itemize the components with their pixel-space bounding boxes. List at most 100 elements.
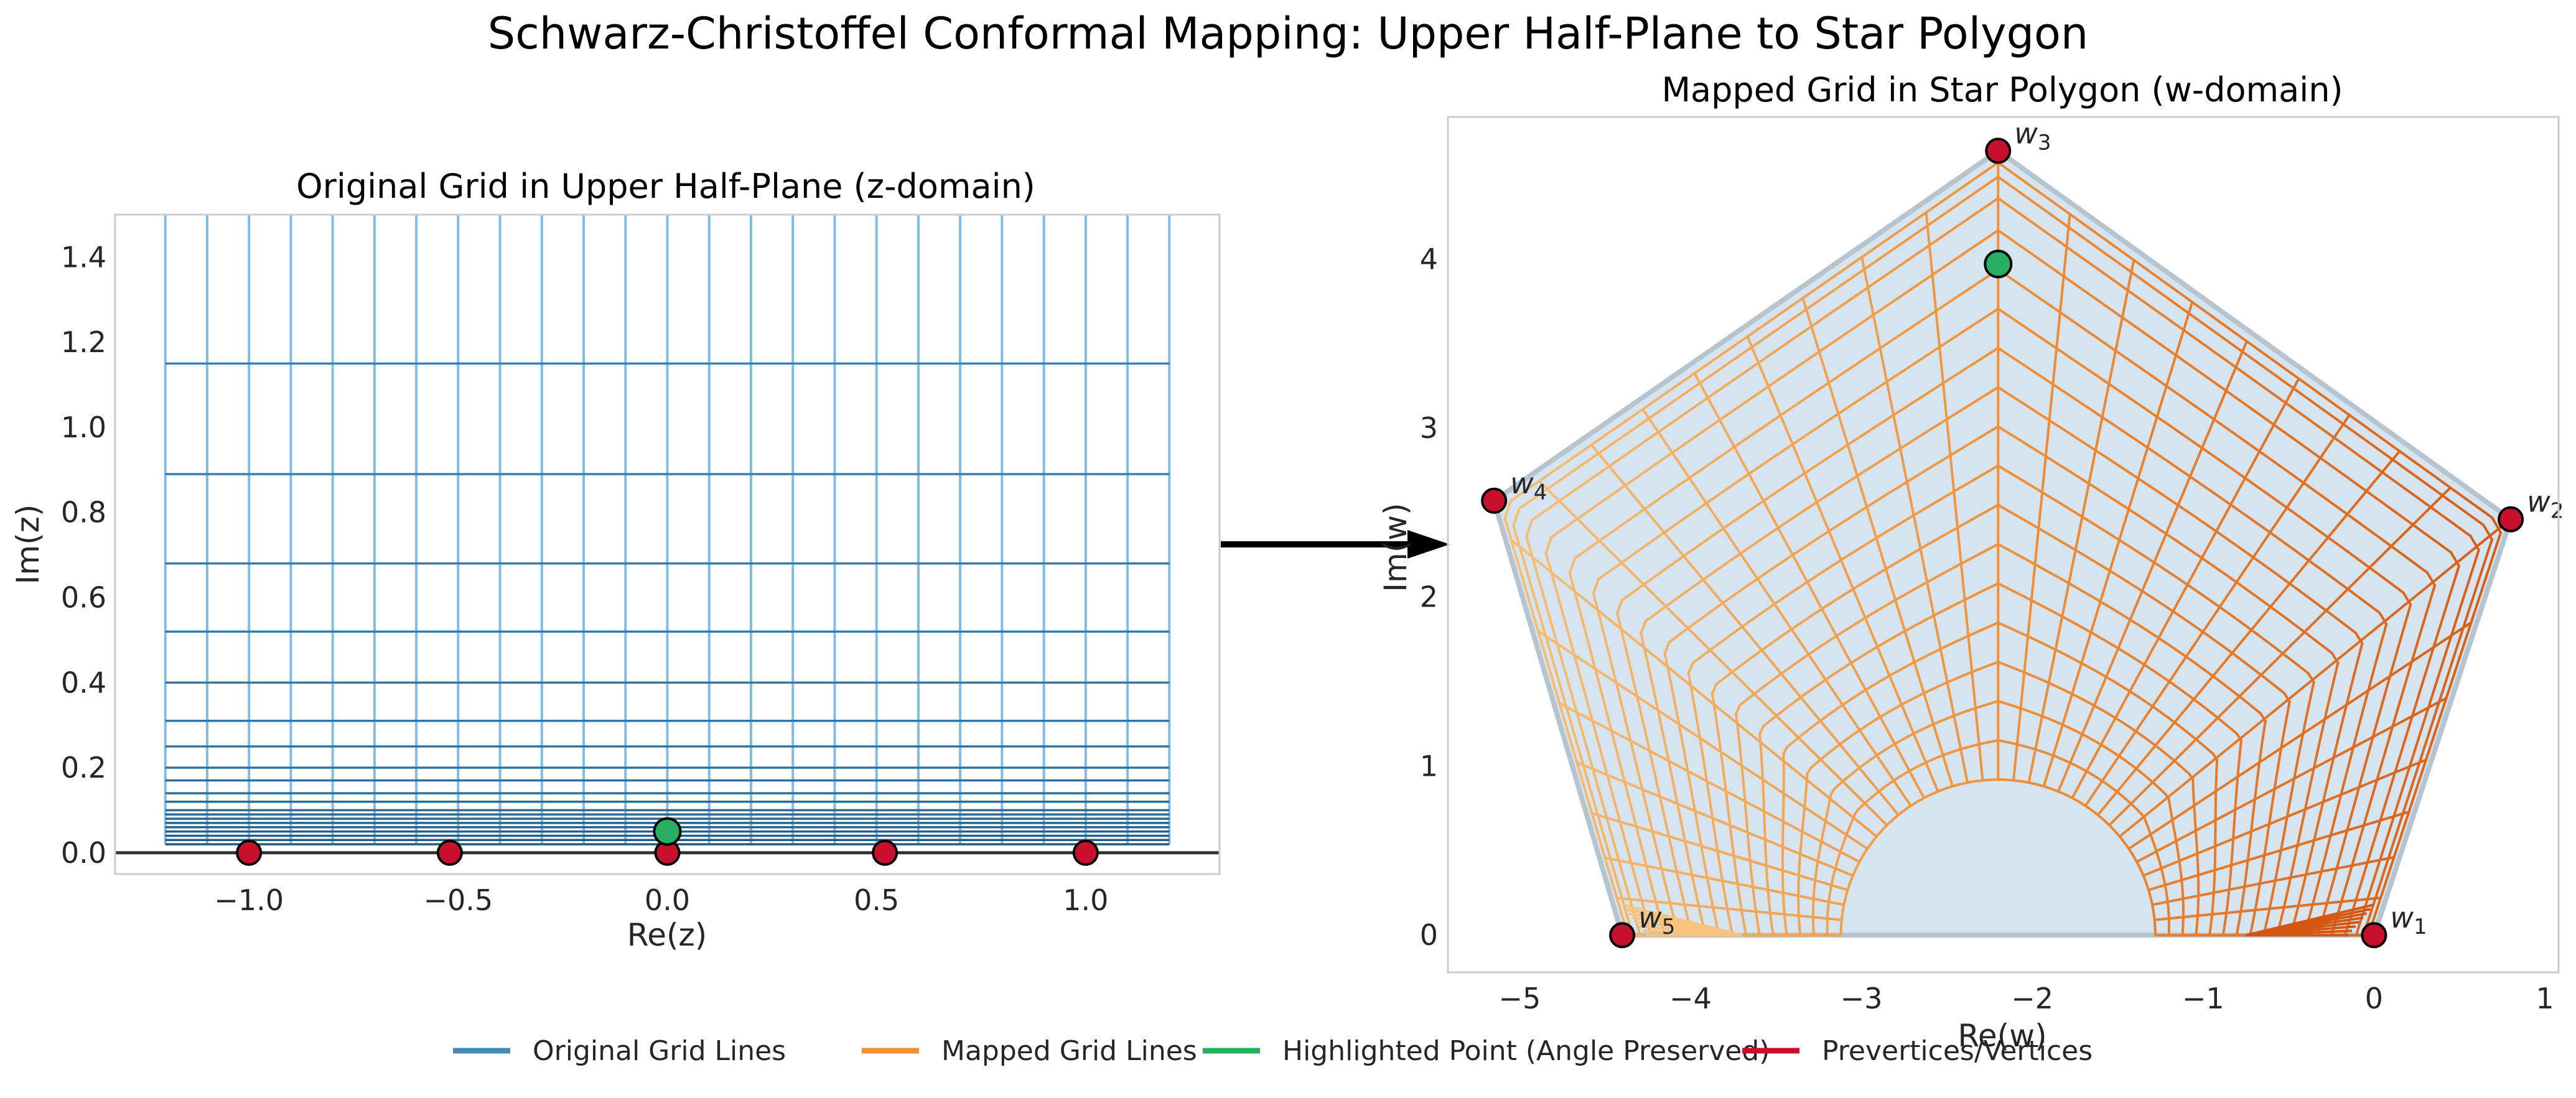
w-grid-radial-segment: [1934, 305, 1939, 328]
w-grid-arc-segment: [1981, 347, 2000, 360]
w-grid-radial-segment: [1678, 765, 1691, 773]
w-grid-arc-segment: [2097, 562, 2109, 571]
w-grid-arc-segment: [2368, 791, 2375, 806]
w-grid-arc-segment: [1796, 656, 1806, 664]
w-grid-arc-segment: [2111, 460, 2126, 471]
w-grid-radial-segment: [2344, 696, 2359, 707]
z-y-tick-label: 0.4: [61, 666, 106, 699]
w-grid-radial-segment: [1907, 768, 1918, 785]
w-grid-arc-segment: [1778, 630, 1789, 639]
w-grid-radial-segment: [2334, 900, 2345, 904]
w-grid-arc-segment: [2331, 502, 2346, 514]
w-grid-radial-segment: [1765, 381, 1775, 399]
w-grid-radial-segment: [2310, 762, 2324, 771]
w-grid-radial-segment: [1638, 744, 1651, 752]
w-grid-radial-segment: [1784, 426, 1793, 444]
w-grid-arc-segment: [2241, 350, 2258, 363]
w-grid-radial-segment: [1612, 776, 1625, 783]
w-grid-radial-segment: [2038, 712, 2045, 732]
w-grid-arc-segment: [2291, 510, 2305, 521]
w-grid-radial-segment: [1806, 313, 1814, 332]
w-grid-radial-segment: [2176, 333, 2184, 352]
w-grid-radial-segment: [1650, 421, 1663, 437]
w-grid-radial-segment: [1765, 746, 1781, 759]
w-grid-arc-segment: [1651, 686, 1658, 704]
w-grid-radial-segment: [1701, 386, 1711, 403]
w-grid-arc-segment: [1627, 421, 1644, 434]
w-grid-radial-segment: [2151, 901, 2162, 906]
w-grid-arc-segment: [2086, 260, 2106, 275]
w-grid-arc-segment: [1715, 720, 1720, 736]
w-grid-arc-segment: [2252, 706, 2262, 715]
w-grid-arc-segment: [1791, 435, 1806, 446]
w-grid-arc-segment: [1777, 593, 1789, 603]
w-grid-arc-segment: [2119, 428, 2134, 439]
w-grid-arc-segment: [1756, 458, 1771, 470]
w-grid-arc-segment: [1997, 161, 2020, 179]
w-grid-arc-segment: [1704, 355, 1720, 368]
w-grid-radial-segment: [2321, 797, 2333, 804]
w-grid-arc-segment: [2325, 695, 2331, 714]
w-grid-arc-segment: [1613, 740, 1620, 757]
w-grid-arc-segment: [1584, 472, 1601, 484]
w-grid-radial-segment: [2098, 416, 2104, 436]
w-grid-arc-segment: [1670, 480, 1685, 492]
w-grid-arc-segment: [2149, 305, 2167, 319]
w-grid-arc-segment: [2273, 646, 2284, 655]
w-grid-arc-segment: [1646, 869, 1652, 882]
w-grid-arc-segment: [1715, 412, 1731, 424]
w-grid-arc-segment: [2040, 604, 2051, 612]
w-grid-arc-segment: [1770, 486, 1784, 497]
vertex-label: w5: [1638, 901, 1675, 939]
w-grid-radial-segment: [2063, 760, 2073, 778]
w-grid-radial-segment: [1811, 811, 1825, 821]
w-grid-radial-segment: [2246, 721, 2262, 734]
w-grid-arc-segment: [1744, 806, 1748, 818]
w-grid-arc-segment: [2284, 542, 2297, 552]
w-grid-arc-segment: [1775, 304, 1793, 318]
w-grid-radial-segment: [2116, 526, 2124, 546]
w-grid-arc-segment: [2178, 687, 2187, 695]
w-grid-radial-segment: [2216, 596, 2228, 612]
w-grid-arc-segment: [2244, 661, 2255, 671]
w-grid-arc-segment: [1661, 730, 1667, 747]
w-grid-radial-segment: [2182, 475, 2191, 493]
w-grid-radial-segment: [1613, 681, 1628, 691]
w-grid-arc-segment: [2149, 595, 2160, 603]
w-grid-radial-segment: [2272, 878, 2283, 883]
w-grid-radial-segment: [1718, 786, 1731, 794]
w-grid-radial-segment: [1900, 791, 1912, 807]
w-grid-radial-segment: [1938, 641, 1944, 661]
w-grid-radial-segment: [2222, 503, 2233, 520]
w-grid-arc-segment: [1575, 595, 1584, 621]
w-grid-arc-segment: [1747, 839, 1750, 849]
w-grid-arc-segment: [2351, 798, 2357, 812]
w-grid-arc-segment: [2360, 697, 2368, 716]
w-grid-arc-segment: [2476, 506, 2494, 519]
w-grid-arc-segment: [1684, 584, 1697, 593]
w-grid-radial-segment: [2151, 550, 2160, 568]
w-grid-radial-segment: [2197, 680, 2210, 696]
w-grid-radial-segment: [2031, 747, 2037, 767]
w-grid-arc-segment: [1984, 464, 2000, 475]
w-grid-arc-segment: [2402, 603, 2412, 628]
w-grid-arc-segment: [1915, 312, 1934, 325]
w-grid-radial-segment: [2415, 758, 2427, 765]
w-grid-arc-segment: [1677, 513, 1691, 524]
w-grid-radial-segment: [1608, 728, 1621, 737]
w-grid-arc-segment: [1640, 464, 1655, 476]
w-grid-arc-segment: [2358, 773, 2364, 789]
w-grid-arc-segment: [1666, 521, 1680, 532]
w-grid-radial-segment: [2301, 621, 2315, 636]
w-grid-arc-segment: [2326, 836, 2331, 849]
w-grid-arc-segment: [2096, 524, 2109, 534]
w-grid-radial-segment: [1804, 743, 1819, 758]
w-grid-radial-segment: [1819, 898, 1829, 903]
w-grid-arc-segment: [2036, 640, 2046, 646]
w-grid-radial-segment: [1770, 709, 1784, 723]
w-grid-radial-segment: [1869, 697, 1880, 715]
w-grid-arc-segment: [1810, 609, 1821, 617]
w-grid-arc-segment: [2377, 700, 2384, 720]
w-grid-radial-segment: [2176, 915, 2186, 919]
